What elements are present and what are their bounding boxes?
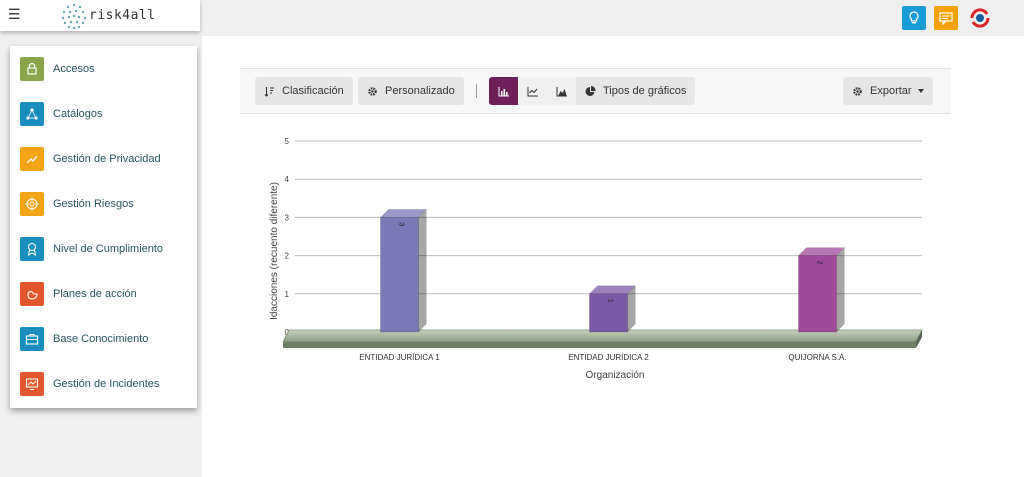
bar: 3: [379, 209, 428, 333]
logo-text: risk4all: [89, 8, 156, 23]
sidebar-item-gestion-riesgos[interactable]: Gestión Riesgos: [20, 191, 134, 217]
area-chart-icon: [556, 86, 567, 96]
exportar-label: Exportar: [870, 85, 912, 97]
sidebar-item-label: Accesos: [53, 63, 95, 75]
tipos-graficos-label: Tipos de gráficos: [603, 85, 687, 97]
sidebar-item-catalogos[interactable]: Catálogos: [20, 101, 103, 127]
line-chart-icon: [527, 86, 538, 96]
chevron-down-icon: [917, 89, 924, 93]
y-tick-label: 2: [285, 252, 290, 261]
bar-value-label: 3: [398, 222, 405, 226]
lock-icon: [20, 57, 44, 81]
sidebar-item-base-conocimiento[interactable]: Base Conocimiento: [20, 326, 148, 352]
bar-side: [418, 209, 427, 332]
bar-value-label: 2: [816, 261, 823, 265]
sidebar-item-gestion-incidentes[interactable]: Gestión de Incidentes: [20, 371, 159, 397]
bar-chart: 0 1 2 3 4 5 3 1 2 ENTIDAD JURÍDICA 1 ENTIDAD JUR…: [269, 137, 923, 381]
bar-chart-type-button[interactable]: [489, 77, 518, 105]
y-tick-label: 5: [285, 137, 290, 146]
y-axis-label: Idacciones (recuento diferente): [269, 182, 280, 320]
pie-chart-icon: [585, 85, 596, 96]
chart-toolbar: Clasificación Personalizado Tipos de grá…: [240, 68, 951, 114]
chart-floor-side: [916, 330, 922, 348]
x-category-label: QUIJORNA S.A.: [788, 353, 846, 362]
sidebar-item-label: Gestión de Incidentes: [53, 378, 160, 390]
bar-front: [380, 217, 419, 333]
y-tick-label: 0: [285, 328, 290, 337]
line-chart-type-button[interactable]: [518, 77, 547, 105]
award-icon: [20, 237, 44, 261]
sidebar-item-label: Base Conocimiento: [53, 333, 149, 345]
sidebar-item-accesos[interactable]: Accesos: [20, 56, 95, 82]
toolbar-divider: [476, 84, 477, 98]
bar: 1: [588, 285, 637, 333]
exportar-button[interactable]: Exportar: [843, 77, 933, 105]
sidebar-item-label: Nivel de Cumplimiento: [53, 243, 164, 255]
y-tick-label: 3: [285, 213, 290, 222]
x-category-label: ENTIDAD JURÍDICA 1: [359, 353, 440, 362]
bar-side: [836, 247, 845, 332]
clasificacion-button[interactable]: Clasificación: [255, 77, 353, 105]
bar-value-label: 1: [607, 299, 614, 303]
personalizado-label: Personalizado: [385, 85, 455, 97]
main-content: Clasificación Personalizado Tipos de grá…: [202, 36, 1024, 477]
sort-icon: [264, 86, 274, 97]
gear-icon: [368, 86, 377, 96]
monitor-chart-icon: [20, 372, 44, 396]
trend-icon: [20, 147, 44, 171]
x-category-label: ENTIDAD JURÍDICA 2: [568, 353, 649, 362]
area-chart-type-button[interactable]: [547, 77, 576, 105]
bar-front: [798, 255, 837, 333]
message-icon[interactable]: [934, 6, 958, 30]
network-icon: [20, 102, 44, 126]
sidebar-item-label: Catálogos: [53, 108, 103, 120]
logo-area: ☰ risk4all: [0, 0, 200, 31]
sidebar-item-label: Planes de acción: [53, 288, 137, 300]
hand-icon: [20, 282, 44, 306]
chart-floor-front: [283, 342, 916, 348]
sidebar-item-planes-accion[interactable]: Planes de acción: [20, 281, 137, 307]
bar: 2: [797, 247, 846, 333]
logo-dots-icon: [61, 3, 87, 30]
bar-top: [379, 209, 428, 218]
x-axis-label: Organización: [586, 370, 645, 381]
bar-top: [588, 285, 637, 295]
sidebar-item-gestion-privacidad[interactable]: Gestión de Privacidad: [20, 146, 161, 172]
y-tick-label: 4: [285, 175, 290, 184]
top-bar: ☰ risk4all: [0, 0, 1024, 36]
clasificacion-label: Clasificación: [282, 85, 344, 97]
briefcase-icon: [20, 327, 44, 351]
menu-icon[interactable]: ☰: [8, 6, 21, 22]
personalizado-button[interactable]: Personalizado: [358, 77, 464, 105]
sync-icon[interactable]: [968, 6, 992, 30]
tipos-graficos-button[interactable]: Tipos de gráficos: [576, 77, 696, 105]
sidebar-item-nivel-cumplimiento[interactable]: Nivel de Cumplimiento: [20, 236, 163, 262]
bar-chart-icon: [498, 86, 509, 96]
sidebar-item-label: Gestión Riesgos: [53, 198, 134, 210]
lightbulb-icon[interactable]: [902, 6, 926, 30]
bar-top: [797, 247, 846, 256]
sidebar-item-label: Gestión de Privacidad: [53, 153, 161, 165]
bar-side: [627, 285, 636, 332]
sidebar: Accesos Catálogos Gestión de Privacidad …: [10, 46, 197, 408]
target-icon: [20, 192, 44, 216]
gear-icon: [853, 86, 862, 96]
y-tick-label: 1: [285, 290, 290, 299]
